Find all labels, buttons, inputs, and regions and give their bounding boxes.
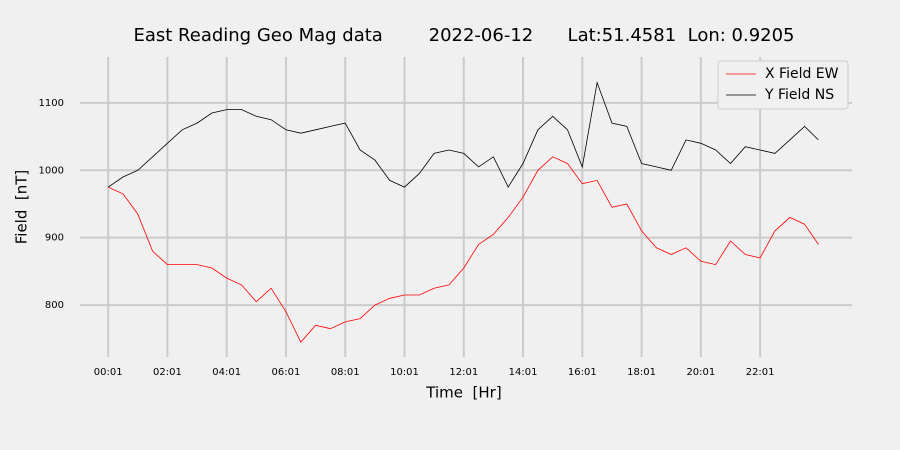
y-axis-label: Field [nT] [13,170,31,245]
legend-box [717,60,849,110]
legend-label: X Field EW [765,66,839,82]
x-tick-label: 04:01 [212,367,241,378]
data-line [107,81,819,188]
y-tick-label: 900 [45,233,64,244]
x-tick-label: 18:01 [627,367,656,378]
x-tick-label: 06:01 [272,367,301,378]
y-tick-label: 1000 [39,165,64,176]
x-tick-label: 12:01 [449,367,478,378]
x-tick-label: 20:01 [686,367,715,378]
y-tick-label: 1100 [39,98,64,109]
x-tick-label: 14:01 [509,367,538,378]
x-tick-label: 08:01 [331,367,360,378]
x-axis-label: Time [Hr] [425,384,501,402]
x-tick-label: 10:01 [390,367,419,378]
x-tick-label: 00:01 [94,367,123,378]
legend-label: Y Field NS [764,87,834,103]
x-tick-label: 02:01 [153,367,182,378]
x-tick-label: 16:01 [568,367,597,378]
y-tick-label: 800 [45,300,64,311]
data-line [108,156,819,343]
x-tick-label: 22:01 [746,367,775,378]
chart-title: East Reading Geo Mag data 2022-06-12 Lat… [133,25,794,46]
